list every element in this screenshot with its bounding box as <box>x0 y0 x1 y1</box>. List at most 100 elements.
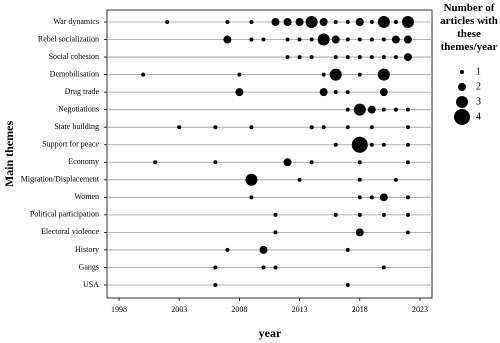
dot <box>225 20 230 24</box>
dot <box>377 16 390 28</box>
dot <box>345 247 350 252</box>
dot <box>345 37 350 42</box>
dot <box>369 20 374 24</box>
dot <box>177 125 182 130</box>
y-tick-label: Electoral violence <box>41 227 99 236</box>
dot <box>377 68 390 81</box>
dot <box>297 55 302 60</box>
dot <box>321 72 326 77</box>
y-tick-label: Rebel socialization <box>38 34 99 43</box>
dot <box>405 230 410 235</box>
dot <box>297 177 302 182</box>
dot <box>309 37 314 42</box>
dot <box>393 107 398 112</box>
dot <box>369 195 374 200</box>
dot <box>367 105 376 114</box>
dot <box>331 35 340 44</box>
dot <box>245 173 258 186</box>
dot <box>381 55 386 60</box>
x-tick-label: 2023 <box>412 305 428 314</box>
y-tick-label: Support for peace <box>42 140 99 149</box>
dot <box>317 33 330 46</box>
dot <box>309 55 314 60</box>
dot <box>213 283 218 287</box>
dot <box>403 35 412 44</box>
plot-frame <box>106 9 433 299</box>
x-tick-label: 2018 <box>352 305 368 314</box>
dot <box>249 37 254 42</box>
dot <box>237 72 242 77</box>
dot <box>297 37 302 42</box>
dot <box>381 142 386 147</box>
dot <box>405 142 410 147</box>
dot <box>225 247 230 252</box>
dot <box>357 195 362 200</box>
dot <box>153 160 158 165</box>
dot <box>249 20 254 24</box>
dot <box>273 230 278 235</box>
legend-label: 4 <box>476 111 481 122</box>
x-tick-label: 2003 <box>171 305 187 314</box>
y-tick-label: USA <box>83 280 99 289</box>
dot <box>285 37 290 42</box>
legend-dot <box>456 96 468 108</box>
dot <box>405 195 410 200</box>
dot <box>305 16 318 28</box>
dot <box>321 125 326 130</box>
dot <box>141 72 146 77</box>
dot <box>393 20 398 24</box>
dot <box>405 125 410 130</box>
x-axis-label: year <box>259 326 282 340</box>
dot <box>213 265 218 270</box>
x-tick-label: 2008 <box>231 305 247 314</box>
legend-dot <box>458 83 466 91</box>
dot <box>355 228 364 237</box>
dot <box>357 177 362 182</box>
dot <box>405 107 410 112</box>
dot <box>381 265 386 270</box>
dot <box>369 37 374 42</box>
dot <box>355 18 364 26</box>
legend-dot <box>454 109 470 125</box>
dot <box>401 16 414 28</box>
dot <box>345 107 350 112</box>
dot <box>357 212 362 217</box>
y-tick-label: Migration/Displacement <box>21 175 100 184</box>
dot <box>249 125 254 130</box>
dot <box>309 160 314 165</box>
dot <box>351 136 368 153</box>
dot <box>333 90 338 95</box>
dot <box>309 125 314 130</box>
dot <box>405 212 410 217</box>
dot <box>333 55 338 60</box>
dot <box>403 53 412 62</box>
y-axis-label: Main themes <box>2 121 16 188</box>
dot <box>345 20 350 24</box>
dot <box>345 90 350 95</box>
y-tick-label: History <box>75 245 99 254</box>
y-tick-label: Negotiations <box>58 104 99 113</box>
y-tick-label: Gangs <box>79 262 99 271</box>
dot <box>353 103 366 116</box>
dot <box>369 55 374 60</box>
x-tick-label: 2013 <box>292 305 308 314</box>
dot <box>213 160 218 165</box>
dot <box>393 177 398 182</box>
dot <box>165 20 170 24</box>
dot <box>283 158 292 167</box>
dot <box>261 265 266 270</box>
y-tick-label: Drug trade <box>65 87 100 96</box>
dot <box>369 125 374 130</box>
dot <box>319 18 328 26</box>
dot <box>379 193 388 202</box>
dot <box>213 125 218 130</box>
dot <box>319 88 328 97</box>
dot <box>271 18 280 26</box>
dot <box>223 35 232 44</box>
dot <box>357 55 362 60</box>
dot <box>357 72 362 77</box>
y-tick-label: Social cohesion <box>49 52 99 61</box>
dot <box>235 88 244 97</box>
